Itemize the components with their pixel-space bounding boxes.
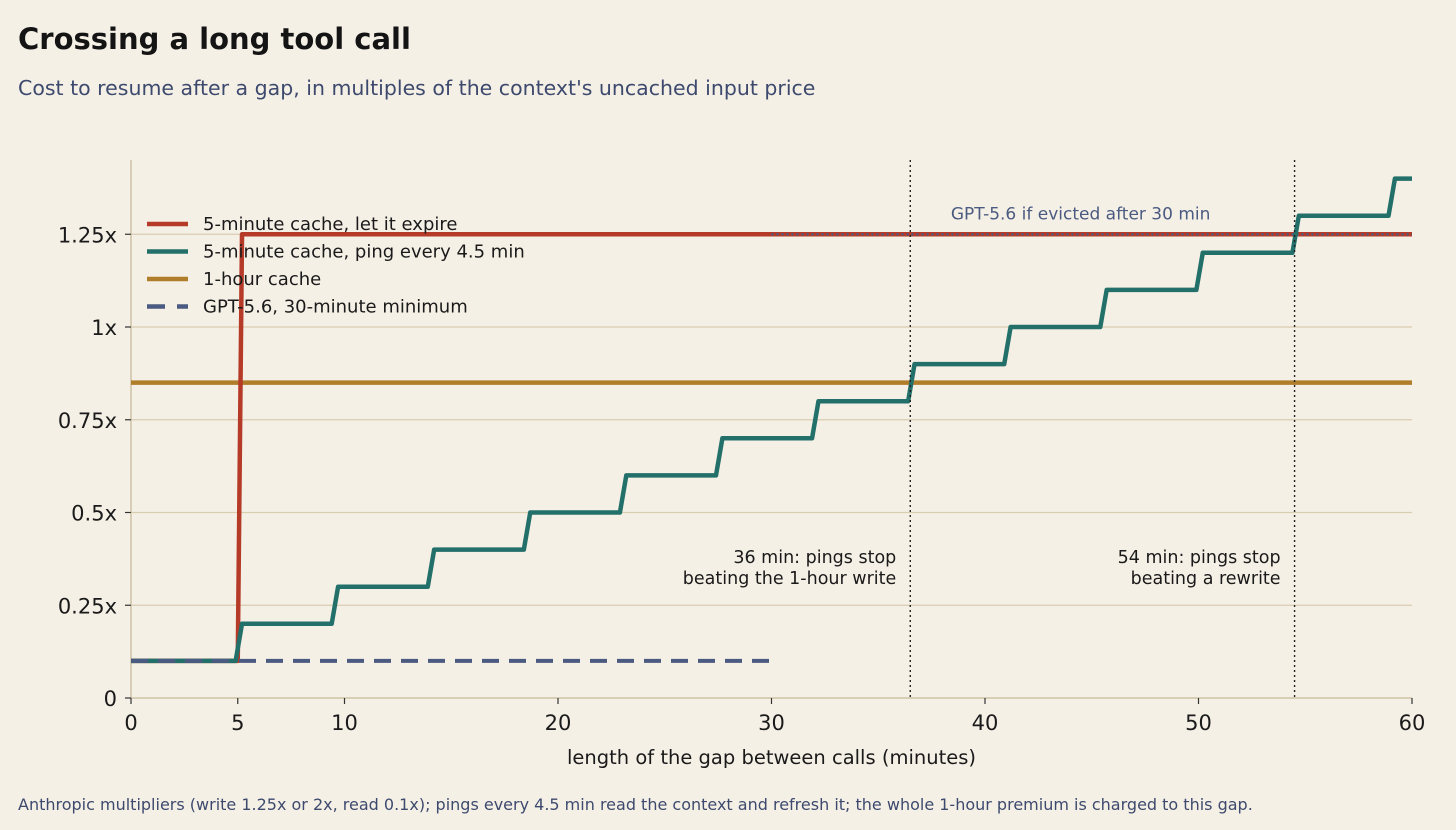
y-tick-label: 0.75x xyxy=(58,409,117,433)
legend-label: 1-hour cache xyxy=(203,269,321,290)
legend-label: GPT-5.6, 30-minute minimum xyxy=(203,297,468,318)
chart-subtitle: Cost to resume after a gap, in multiples… xyxy=(18,76,816,100)
x-tick-label: 30 xyxy=(758,711,785,735)
x-tick-label: 50 xyxy=(1185,711,1212,735)
footnote: Anthropic multipliers (write 1.25x or 2x… xyxy=(18,795,1253,814)
x-tick-label: 60 xyxy=(1399,711,1426,735)
x-axis-label: length of the gap between calls (minutes… xyxy=(567,746,976,769)
annotation-text: beating the 1-hour write xyxy=(683,569,896,589)
chart-title: Crossing a long tool call xyxy=(18,22,411,56)
y-tick-label: 1x xyxy=(91,316,117,340)
gpt-evicted-label: GPT-5.6 if evicted after 30 min xyxy=(951,204,1211,224)
x-tick-label: 40 xyxy=(972,711,999,735)
legend-label: 5-minute cache, let it expire xyxy=(203,214,457,235)
legend: 5-minute cache, let it expire 5-minute ca… xyxy=(147,214,525,318)
annotation-text: 36 min: pings stop xyxy=(733,548,896,568)
y-tick-label: 0.25x xyxy=(58,594,117,618)
y-tick-label: 0.5x xyxy=(71,502,117,526)
x-tick-label: 0 xyxy=(124,711,137,735)
annotation-text: beating a rewrite xyxy=(1131,569,1281,589)
y-tick-label: 0 xyxy=(104,687,117,711)
annotation-layer: GPT-5.6 if evicted after 30 min 36 min: p… xyxy=(683,160,1296,698)
x-tick-label: 5 xyxy=(231,711,244,735)
axes-layer: 0 0.25x 0.5x 0.75x 1x 1.25x 0 5 10 20 30 40 50 60 leng… xyxy=(58,160,1426,769)
series-layer xyxy=(131,176,1412,664)
series-line-ping-every-4-5-min xyxy=(131,176,1412,664)
x-tick-label: 10 xyxy=(331,711,358,735)
legend-label: 5-minute cache, ping every 4.5 min xyxy=(203,242,525,263)
y-tick-label: 1.25x xyxy=(58,223,117,247)
x-tick-label: 20 xyxy=(545,711,572,735)
annotation-text: 54 min: pings stop xyxy=(1118,548,1281,568)
